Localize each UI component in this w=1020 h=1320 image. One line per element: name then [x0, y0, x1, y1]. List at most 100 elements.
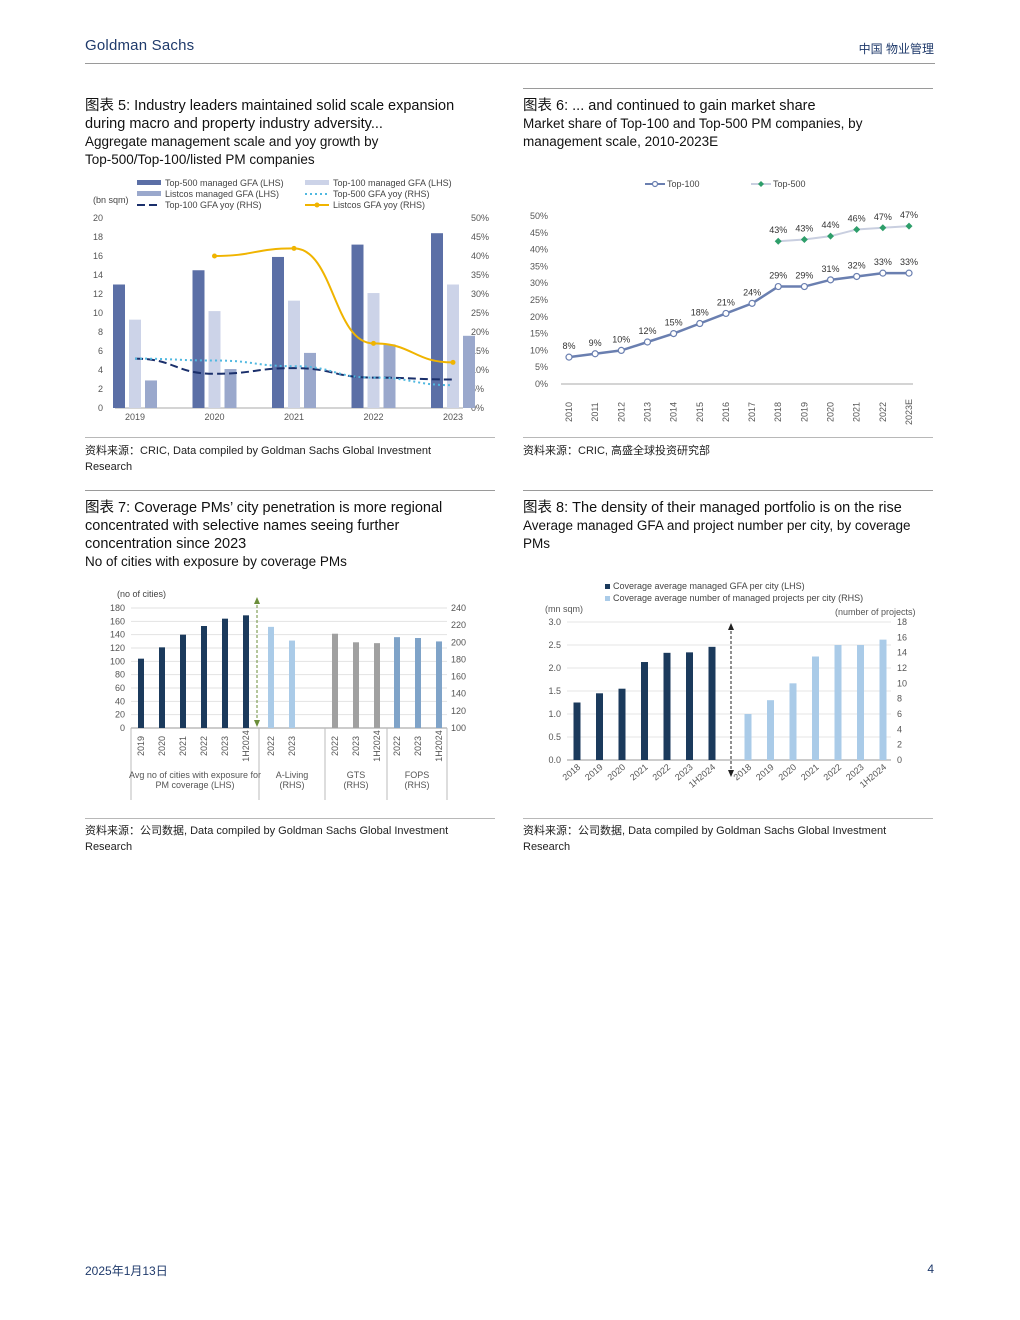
fig8-y2-axis-title: (number of projects)	[835, 607, 916, 617]
fig5-line-marker	[212, 253, 217, 259]
fig8-legend-swatch	[605, 584, 610, 589]
fig7-bar	[353, 642, 359, 728]
fig6-y-tick-label: 20%	[530, 312, 548, 322]
fig6-x-tick-label: 2011	[590, 402, 600, 421]
fig6-point	[853, 225, 861, 233]
fig8-y2-tick-label: 16	[897, 632, 907, 642]
figure-8-subtitle-line-2: PMs	[523, 536, 550, 551]
fig5-y2-tick-label: 30%	[471, 289, 489, 299]
fig5-y2-tick-label: 5%	[471, 384, 484, 394]
fig8-legend-swatch	[605, 596, 610, 601]
fig6-y-tick-label: 25%	[530, 295, 548, 305]
fig7-x-tick-label: 1H2024	[434, 730, 444, 762]
fig7-x-tick-label: 2023	[220, 736, 230, 756]
fig8-bar	[767, 700, 774, 760]
fig5-x-tick-label: 2021	[284, 412, 304, 422]
fig6-point	[696, 319, 704, 328]
fig8-y-tick-label: 1.0	[548, 709, 561, 719]
figure-6-source-divider	[523, 437, 933, 438]
fig7-y-tick-label: 120	[110, 643, 125, 653]
fig7-bar	[436, 641, 442, 728]
fig7-bar	[243, 615, 249, 728]
fig5-legend-label: Top-500 GFA yoy (RHS)	[333, 189, 430, 199]
fig5-y-tick-label: 6	[98, 346, 103, 356]
figure-7-subtitle-line-1: No of cities with exposure by coverage P…	[85, 554, 347, 569]
figure-6-panel: 图表 6: ... and continued to gain market s…	[523, 88, 933, 478]
fig6-data-label: 18%	[691, 308, 709, 318]
fig5-x-tick-label: 2020	[204, 412, 224, 422]
fig8-bar	[641, 662, 648, 760]
fig6-data-label: 43%	[769, 225, 787, 235]
fig8-x-tick-label: 2019	[754, 762, 776, 783]
fig8-y2-tick-label: 18	[897, 617, 907, 627]
fig6-point	[670, 330, 678, 338]
fig5-legend-swatch	[137, 180, 161, 185]
fig7-x-tick-label: 2022	[392, 736, 402, 756]
fig8-y2-tick-label: 10	[897, 678, 907, 688]
fig6-point	[879, 224, 887, 232]
fig5-y2-tick-label: 25%	[471, 308, 489, 318]
fig7-y-axis-title: (no of cities)	[117, 589, 166, 599]
fig8-x-tick-label: 2022	[651, 762, 673, 783]
fig6-point	[748, 299, 756, 307]
fig7-y-tick-label: 180	[110, 603, 125, 613]
fig7-x-tick-label: 2019	[136, 736, 146, 756]
fig8-x-tick-label: 2018	[561, 762, 583, 783]
fig7-group-label-line-2: (RHS)	[405, 780, 430, 790]
fig5-y-tick-label: 10	[93, 308, 103, 318]
fig7-x-tick-label: 2020	[157, 736, 167, 756]
fig8-legend-label: Coverage average number of managed proje…	[613, 593, 863, 603]
fig7-bar	[289, 640, 295, 728]
fig7-y2-tick-label: 200	[451, 637, 466, 647]
figure-6-subtitle-line-2: management scale, 2010-2023E	[523, 134, 719, 149]
fig6-data-label: 8%	[562, 341, 575, 351]
fig7-bar	[222, 618, 228, 728]
fig8-x-tick-label: 2020	[606, 762, 628, 783]
figure-5-title-line-2: during macro and property industry adver…	[85, 116, 383, 132]
fig6-point	[905, 222, 913, 230]
fig5-line-marker	[450, 359, 456, 365]
fig8-y-tick-label: 3.0	[548, 617, 561, 627]
fig7-x-tick-label: 2023	[287, 736, 297, 756]
fig7-x-tick-label: 1H2024	[241, 730, 251, 762]
fig6-data-label: 32%	[848, 260, 866, 270]
fig5-bar	[304, 352, 316, 408]
fig5-y-tick-label: 12	[93, 289, 103, 299]
figure-6-subtitle-line-1: Market share of Top-100 and Top-500 PM c…	[523, 116, 863, 131]
fig6-y-tick-label: 15%	[530, 329, 548, 339]
fig5-y-axis-title: (bn sqm)	[93, 195, 129, 205]
fig5-legend-marker	[314, 202, 320, 208]
fig6-legend-marker	[651, 180, 659, 188]
fig6-data-label: 47%	[900, 210, 918, 220]
fig6-x-tick-label: 2016	[721, 402, 731, 422]
fig7-bar	[415, 638, 421, 728]
fig6-data-label: 21%	[717, 297, 735, 307]
fig6-data-label: 10%	[612, 334, 630, 344]
fig5-y-tick-label: 16	[93, 251, 103, 261]
fig8-bar	[663, 652, 671, 760]
fig7-y-tick-label: 80	[115, 670, 125, 680]
figure-8-subtitle-line-1: Average managed GFA and project number p…	[523, 518, 911, 533]
fig5-bar	[113, 284, 125, 408]
fig5-y2-tick-label: 40%	[471, 251, 489, 261]
fig5-y2-tick-label: 20%	[471, 327, 489, 337]
brand-name: Goldman Sachs	[85, 37, 195, 54]
figure-7-source-line-1: 资料来源：公司数据, Data compiled by Goldman Sach…	[85, 825, 449, 837]
fig8-y2-tick-label: 0	[897, 755, 902, 765]
fig5-y2-tick-label: 0%	[471, 403, 484, 413]
fig6-data-label: 9%	[589, 338, 602, 348]
fig8-y2-tick-label: 14	[897, 648, 907, 658]
fig6-point	[774, 237, 782, 245]
fig6-y-tick-label: 40%	[530, 245, 548, 255]
fig6-point	[643, 338, 652, 346]
fig6-data-label: 29%	[769, 271, 787, 281]
fig6-data-label: 15%	[665, 318, 683, 328]
figure-5-panel: 图表 5: Industry leaders maintained solid …	[85, 88, 495, 478]
fig5-legend-swatch	[305, 180, 329, 185]
fig7-divider-arrow-head-down	[254, 720, 260, 727]
fig5-bar	[447, 284, 459, 408]
fig6-data-label: 33%	[900, 257, 918, 267]
figure-5-source-divider	[85, 437, 495, 438]
fig5-x-tick-label: 2023	[443, 412, 463, 422]
fig8-y2-tick-label: 2	[897, 740, 902, 750]
